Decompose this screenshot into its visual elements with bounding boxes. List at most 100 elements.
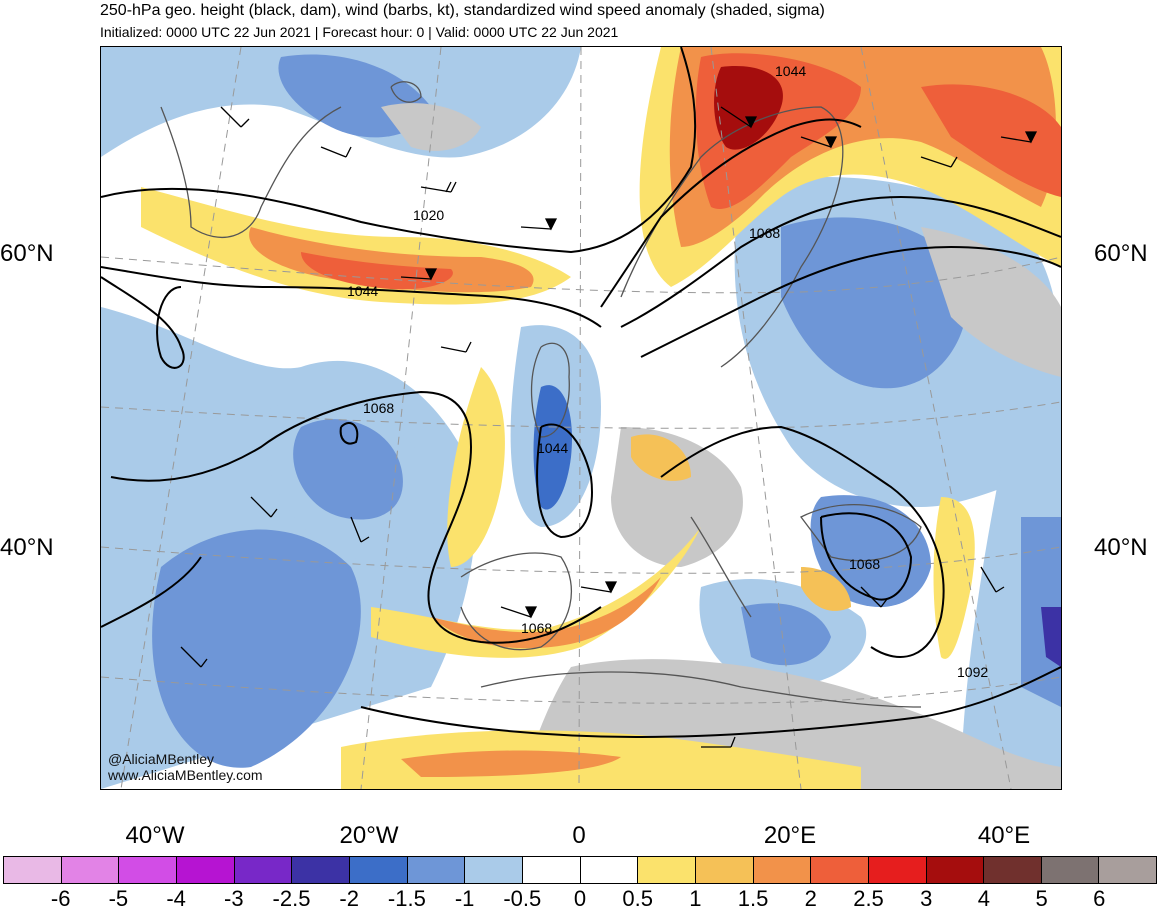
colorbar-tick-label: -2.5 bbox=[272, 886, 311, 911]
lat-label-right-60n: 60°N bbox=[1094, 240, 1148, 267]
colorbar-swatch bbox=[926, 857, 985, 883]
contour-1068-loop bbox=[339, 422, 359, 445]
shade-neg-blacksea bbox=[810, 495, 931, 607]
shade-pos-alps bbox=[631, 434, 691, 481]
colorbar-swatch bbox=[1099, 857, 1157, 883]
grid-lon-20e bbox=[710, 47, 802, 789]
credit-handle: @AliciaMBentley bbox=[108, 751, 215, 767]
colorbar-tick-label: 1.5 bbox=[737, 886, 769, 911]
shade-pos-norway-core bbox=[714, 66, 783, 150]
colorbar-swatch bbox=[349, 857, 408, 883]
colorbar-swatch bbox=[119, 857, 177, 883]
colorbar-tick-label: 2.5 bbox=[853, 886, 884, 911]
wind-barb bbox=[350, 516, 370, 543]
grid-lon-40e bbox=[860, 47, 1012, 789]
colorbar-tick-label: 5 bbox=[1035, 886, 1048, 911]
colorbar-swatch bbox=[753, 857, 812, 883]
shade-gray-land-3 bbox=[921, 227, 1061, 377]
shade-pos-greece bbox=[801, 567, 851, 611]
lon-label-40w: 40°W bbox=[125, 822, 185, 849]
contour-label: 1068 bbox=[749, 225, 780, 241]
coast-british-isles bbox=[530, 342, 570, 438]
shade-pos-atlantic-jet-mid bbox=[249, 227, 534, 293]
colorbar-tick-label: 4 bbox=[977, 886, 991, 911]
shade-pos-northafrica-mid bbox=[401, 750, 621, 777]
lat-label-left-60n: 60°N bbox=[0, 240, 54, 267]
shade-pos-bay-biscay bbox=[447, 367, 505, 567]
grid-lat-60 bbox=[101, 256, 1061, 294]
colorbar-swatch bbox=[407, 857, 466, 883]
map-panel: 1020 1044 1068 1068 1044 1044 1068 1068 … bbox=[100, 46, 1062, 790]
wind-barb bbox=[400, 268, 438, 281]
colorbar-swatch bbox=[4, 857, 62, 883]
wind-barb bbox=[220, 106, 250, 128]
colorbar-swatch bbox=[1041, 857, 1100, 883]
wind-barb bbox=[580, 581, 618, 594]
contour-1068-inner bbox=[110, 390, 602, 644]
grid-lat-30 bbox=[101, 676, 1061, 704]
wind-barb bbox=[860, 586, 888, 608]
colorbar-swatch bbox=[234, 857, 293, 883]
shade-neg-europe-core bbox=[781, 217, 968, 389]
wind-barb bbox=[701, 736, 736, 748]
lat-label-left-40n: 40°N bbox=[0, 534, 54, 561]
shade-pos-levant bbox=[933, 497, 975, 659]
coast-greenland bbox=[160, 106, 342, 238]
contour-scand-2 bbox=[620, 195, 1061, 328]
grid-lat-40 bbox=[101, 546, 1061, 574]
coast-blacksea bbox=[800, 504, 922, 562]
shade-pos-atlantic-jet-core bbox=[301, 252, 453, 290]
colorbar-tick-label: 1 bbox=[689, 886, 702, 911]
colorbar-tick-label: -5 bbox=[108, 886, 129, 911]
credit-website: www.AliciaMBentley.com bbox=[108, 767, 263, 783]
wind-barb bbox=[180, 646, 208, 668]
shade-neg-mediterranean-core bbox=[741, 603, 831, 666]
graticule bbox=[101, 47, 1061, 789]
contour-1044-north bbox=[101, 266, 602, 328]
wind-barb bbox=[320, 146, 352, 158]
contour-scand-1 bbox=[600, 118, 862, 308]
colorbar-swatch bbox=[868, 857, 927, 883]
lon-label-40e: 40°E bbox=[977, 822, 1031, 849]
height-contours bbox=[101, 47, 1061, 739]
contour-1044-west bbox=[101, 276, 185, 369]
shade-neg-east-extreme bbox=[1041, 607, 1061, 667]
wind-barb bbox=[1000, 131, 1038, 144]
colorbar-swatch bbox=[984, 857, 1042, 883]
contour-1068-east bbox=[660, 425, 945, 658]
colorbar-swatch bbox=[292, 857, 350, 883]
lon-label-20e: 20°E bbox=[763, 822, 817, 849]
grid-lon-20w bbox=[360, 47, 442, 789]
contour-1068-blacksea bbox=[820, 512, 913, 601]
shade-gray-greenland bbox=[381, 103, 481, 151]
lat-label-right-40n: 40°N bbox=[1094, 534, 1148, 561]
contour-label: 1044 bbox=[537, 440, 568, 456]
coast-scandinavia bbox=[620, 106, 844, 368]
wind-barb bbox=[440, 341, 472, 353]
colorbar-tick-label: -0.5 bbox=[503, 886, 542, 911]
colorbar-tick-label: 0.5 bbox=[622, 886, 653, 911]
contour-label: 1020 bbox=[413, 207, 444, 223]
contour-label: 1044 bbox=[775, 63, 806, 79]
wind-barb bbox=[250, 496, 278, 518]
shade-pos-nw-russia bbox=[921, 84, 1061, 197]
lon-label-20w: 20°W bbox=[339, 822, 399, 849]
contour-scand-3 bbox=[640, 245, 1061, 358]
coast-iceland bbox=[390, 81, 422, 103]
colorbar-tick-label: -4 bbox=[166, 886, 186, 911]
shade-pos-iberia-arc-mid bbox=[431, 577, 661, 649]
contour-label-group: 1020 1044 1068 1068 1044 1044 1068 1068 … bbox=[347, 63, 988, 680]
wind-barb bbox=[420, 181, 457, 193]
shade-neg-west-atlantic-core bbox=[152, 529, 361, 768]
contour-1092-upper bbox=[101, 556, 202, 628]
colorbar bbox=[3, 856, 1157, 884]
coastlines bbox=[160, 81, 922, 708]
colorbar-tick-label: -1 bbox=[454, 886, 475, 911]
contour-1020 bbox=[101, 47, 697, 254]
contour-label: 1092 bbox=[957, 664, 988, 680]
colorbar-swatch bbox=[465, 857, 523, 883]
wind-barb bbox=[920, 156, 958, 168]
colorbar-swatch bbox=[61, 857, 120, 883]
contour-label: 1068 bbox=[521, 620, 552, 636]
colorbar-tick-label: 2 bbox=[804, 886, 817, 911]
